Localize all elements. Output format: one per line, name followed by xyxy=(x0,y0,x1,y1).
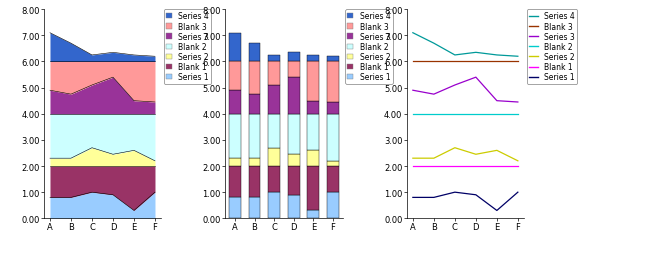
Legend: Series 4, Blank 3, Series 3, Blank 2, Series 2, Blank 1, Series 1: Series 4, Blank 3, Series 3, Blank 2, Se… xyxy=(164,10,211,84)
Bar xyxy=(249,166,261,198)
Bar xyxy=(327,193,339,218)
Bar xyxy=(308,211,319,218)
Bar xyxy=(229,166,241,198)
Bar xyxy=(327,161,339,166)
Bar xyxy=(288,195,300,218)
Bar xyxy=(308,62,319,101)
Bar xyxy=(268,166,280,193)
Bar xyxy=(268,114,280,148)
Bar xyxy=(327,166,339,193)
Bar xyxy=(308,166,319,211)
Bar xyxy=(268,86,280,114)
Bar xyxy=(327,103,339,114)
Bar xyxy=(288,78,300,114)
Bar xyxy=(249,198,261,218)
Bar xyxy=(308,114,319,151)
Bar xyxy=(288,166,300,195)
Bar xyxy=(229,114,241,158)
Bar xyxy=(249,114,261,158)
Bar xyxy=(229,158,241,166)
Bar xyxy=(288,53,300,62)
Bar xyxy=(229,62,241,91)
Bar xyxy=(288,62,300,78)
Bar xyxy=(249,95,261,114)
Legend: Series 4, Blank 3, Series 3, Blank 2, Series 2, Blank 1, Series 1: Series 4, Blank 3, Series 3, Blank 2, Se… xyxy=(526,10,577,84)
Bar xyxy=(288,155,300,166)
Bar xyxy=(327,57,339,62)
Bar xyxy=(249,44,261,62)
Bar xyxy=(249,158,261,166)
Bar xyxy=(288,114,300,155)
Legend: Series 4, Blank 3, Series 3, Blank 2, Series 2, Blank 1, Series 1: Series 4, Blank 3, Series 3, Blank 2, Se… xyxy=(345,10,392,84)
Bar xyxy=(268,62,280,86)
Bar xyxy=(268,193,280,218)
Bar xyxy=(229,91,241,114)
Bar xyxy=(268,148,280,166)
Bar xyxy=(308,101,319,114)
Bar xyxy=(327,114,339,161)
Bar xyxy=(268,56,280,62)
Bar xyxy=(308,151,319,166)
Bar xyxy=(327,62,339,103)
Bar xyxy=(308,56,319,62)
Bar xyxy=(229,198,241,218)
Bar xyxy=(249,62,261,95)
Bar xyxy=(229,34,241,62)
